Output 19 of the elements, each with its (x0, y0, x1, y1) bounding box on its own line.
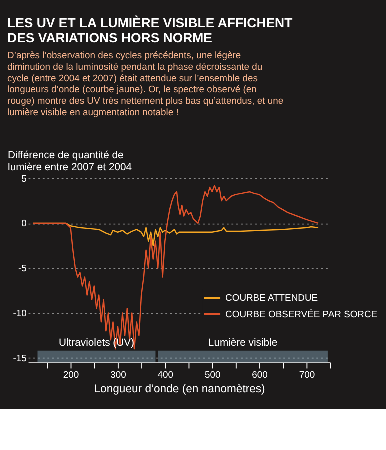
x-tick-label: 200 (63, 369, 80, 380)
legend-label: COURBE ATTENDUE (226, 292, 318, 304)
x-axis-title: Longueur d’onde (en nanomètres) (94, 383, 266, 396)
x-tick-label: 300 (110, 369, 126, 380)
y-tick-label: -10 (13, 308, 27, 319)
x-tick-label: 700 (299, 369, 316, 380)
y-tick-label: -5 (18, 262, 27, 274)
band-label: Lumière visible (208, 338, 278, 350)
chart-subtitle: D’après l’observation des cycles précédents, une légère diminution de la luminosité pendant la phase décroissante du cycle (entre 2004 et 2007) était attendue sur l’ensemble des longueurs d’onde (courbe jaune). Or, le spectre observé (en rouge) montre des UV très nettement plus bas qu’attendus, et une lumière visible en augmentation notable ! (8, 50, 284, 118)
x-tick-label: 400 (158, 369, 174, 380)
y-tick-label: 5 (22, 172, 27, 184)
x-tick-label: 500 (204, 369, 221, 380)
legend-label: COURBE OBSERVÉE PAR SORCE (226, 308, 378, 320)
line-series (32, 185, 320, 350)
y-tick-label: 0 (22, 218, 27, 229)
y-tick-label: -15 (13, 352, 27, 364)
chart-title: LES UV ET LA LUMIÈRE VISIBLE AFFICHENT DES VARIATIONS HORS NORME (8, 16, 293, 46)
y-axis-title: Différence de quantité de lumière entre 2007 et 2004 (8, 150, 132, 174)
x-tick-label: 600 (252, 369, 268, 380)
